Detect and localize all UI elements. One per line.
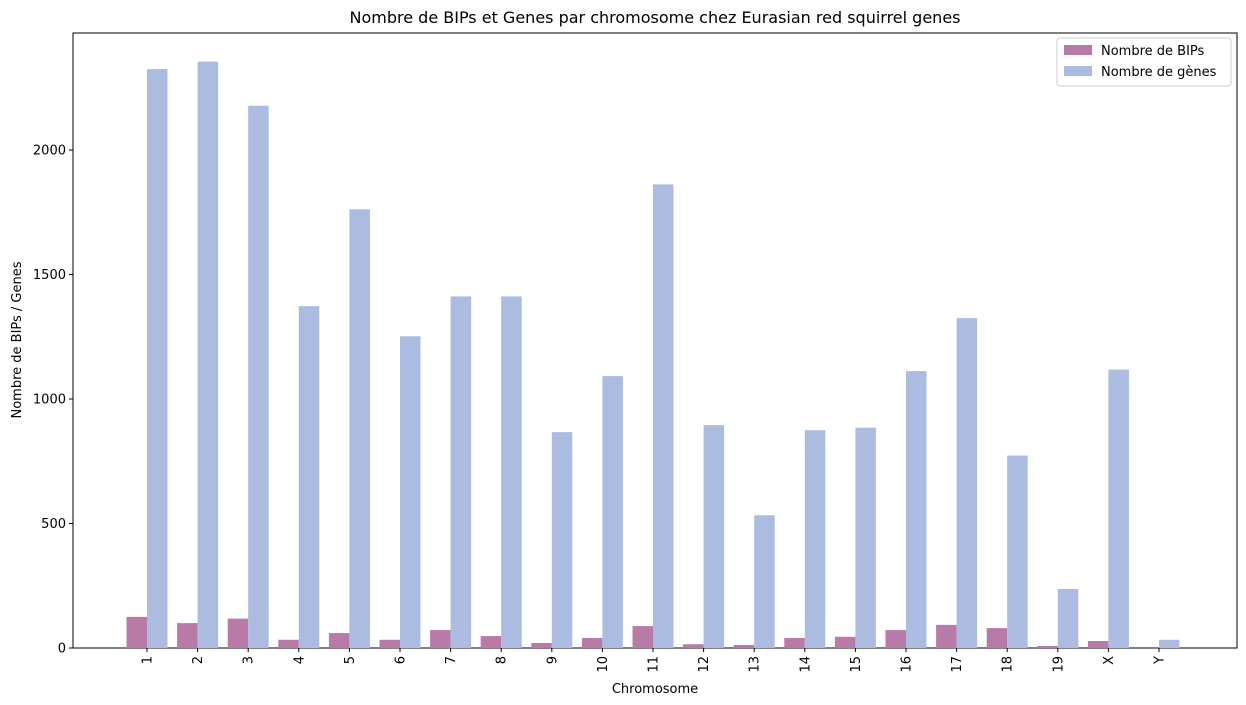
- gene-bar-4: [298, 306, 320, 648]
- bip-bar-X: [1087, 641, 1109, 648]
- x-axis-label: Chromosome: [612, 682, 698, 697]
- x-tick-label: 12: [697, 656, 712, 673]
- legend-swatch: [1064, 45, 1092, 55]
- bip-bar-12: [683, 644, 704, 648]
- x-tick-label: 19: [1051, 656, 1066, 673]
- bars: [126, 61, 1180, 649]
- bip-bar-4: [278, 639, 299, 648]
- x-tick-label: 1: [141, 656, 156, 664]
- legend: Nombre de BIPs Nombre de gènes: [1056, 37, 1232, 87]
- gene-bar-2: [197, 61, 219, 648]
- x-tick-label: 10: [596, 656, 611, 673]
- y-axis-label: Nombre de BIPs / Genes: [10, 261, 25, 418]
- legend-label: Nombre de gènes: [1101, 65, 1217, 80]
- x-tick-label: 8: [495, 656, 510, 664]
- bip-bar-15: [834, 636, 856, 648]
- gene-bar-1: [147, 69, 168, 649]
- bip-bar-18: [986, 628, 1008, 648]
- gene-bar-9: [551, 432, 573, 648]
- x-tick-label: 6: [394, 656, 409, 664]
- bip-bar-3: [227, 618, 249, 648]
- gene-bar-15: [855, 427, 876, 648]
- x-tick-label: 16: [900, 656, 915, 673]
- bip-bar-19: [1037, 646, 1058, 648]
- y-tick-label: 0: [58, 642, 66, 657]
- x-tick-label: 14: [798, 656, 813, 673]
- gene-bar-18: [1007, 455, 1028, 648]
- x-tick-label: 18: [1001, 656, 1016, 673]
- y-tick-label: 500: [41, 517, 66, 532]
- x-tick-label: 4: [292, 656, 307, 664]
- gene-bar-Y: [1159, 639, 1180, 648]
- gene-bar-12: [703, 425, 725, 648]
- x-tick-label: 2: [191, 656, 206, 664]
- chart-title: Nombre de BIPs et Genes par chromosome c…: [350, 8, 961, 27]
- y-tick-label: 1000: [33, 393, 66, 408]
- bip-bar-2: [177, 623, 198, 648]
- gene-bar-13: [754, 515, 775, 648]
- gene-bar-16: [906, 371, 927, 648]
- gene-bar-6: [400, 336, 421, 648]
- x-tick-label: Y: [1153, 656, 1168, 665]
- bip-bar-17: [936, 624, 957, 648]
- bip-bar-16: [885, 630, 906, 648]
- gene-bar-8: [501, 296, 522, 648]
- x-tick-label: 13: [748, 656, 763, 673]
- y-axis-ticks: 0 500 1000 1500 2000: [33, 144, 73, 657]
- bip-bar-8: [480, 636, 502, 648]
- gene-bar-3: [248, 105, 269, 648]
- bip-bar-13: [733, 645, 755, 648]
- x-tick-label: 5: [343, 656, 358, 664]
- bip-bar-11: [632, 626, 653, 648]
- y-tick-label: 2000: [33, 144, 66, 159]
- bip-bar-10: [581, 638, 603, 648]
- bip-bar-6: [379, 639, 400, 648]
- y-tick-label: 1500: [33, 268, 66, 283]
- gene-bar-14: [804, 430, 826, 648]
- bip-bar-9: [531, 643, 552, 648]
- x-tick-label: X: [1102, 656, 1117, 665]
- legend-swatch: [1064, 66, 1092, 76]
- x-tick-label: 15: [849, 656, 864, 673]
- x-tick-label: 17: [950, 656, 965, 673]
- gene-bar-17: [956, 318, 978, 648]
- gene-bar-7: [450, 296, 472, 648]
- legend-box: [1056, 37, 1232, 87]
- x-tick-label: 3: [242, 656, 257, 664]
- gene-bar-10: [602, 376, 623, 648]
- legend-label: Nombre de BIPs: [1101, 44, 1205, 59]
- x-tick-label: 7: [444, 656, 459, 664]
- gene-bar-11: [653, 184, 674, 648]
- x-tick-label: 9: [545, 656, 560, 664]
- bip-bar-14: [784, 638, 805, 648]
- gene-bar-X: [1108, 369, 1129, 648]
- gene-bar-19: [1057, 588, 1079, 648]
- bip-bar-7: [430, 630, 451, 648]
- bip-bar-5: [328, 633, 350, 648]
- gene-bar-5: [349, 209, 370, 648]
- x-axis-ticks: 1 2 3 4 5 6 7 8 9 10 11 12 13 14 15 16 17 18 19 X Y: [141, 648, 1168, 673]
- bip-bar-1: [126, 616, 147, 648]
- x-tick-label: 11: [647, 656, 662, 673]
